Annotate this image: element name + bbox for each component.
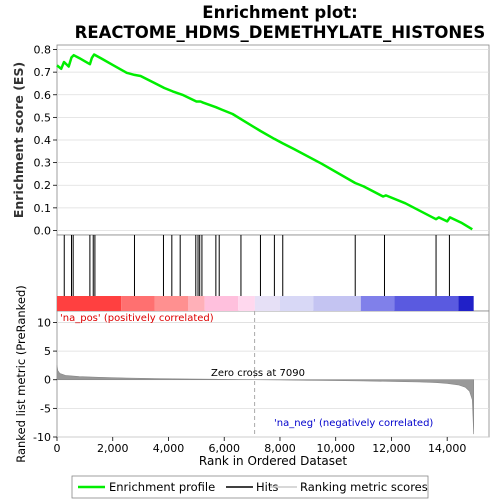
x-tick-label: 0 (54, 442, 61, 455)
es-y-tick-label: 0.0 (34, 224, 52, 237)
legend-metric-label: Ranking metric scores (300, 480, 428, 494)
x-tick-label: 6,000 (208, 442, 240, 455)
heatmap-segment (394, 296, 459, 311)
heatmap-segment (57, 296, 122, 311)
es-y-tick-label: 0.3 (34, 157, 52, 170)
metric-y-tick-label: 0 (44, 374, 51, 387)
metric-y-ticks: -10 -5 0 5 10 (33, 316, 57, 444)
heatmap-segment (204, 296, 239, 311)
x-tick-label: 8,000 (264, 442, 296, 455)
x-tick-label: 10,000 (316, 442, 355, 455)
heatmap-segment (254, 296, 280, 311)
es-y-tick-label: 0.7 (34, 66, 52, 79)
hit-marks (63, 235, 450, 296)
rank-heatmap (57, 296, 474, 311)
es-y-tick-label: 0.1 (34, 202, 52, 215)
es-y-tick-label: 0.8 (34, 44, 52, 57)
es-profile-line (56, 53, 473, 231)
heatmap-segment (121, 296, 155, 311)
es-y-tick-label: 0.2 (34, 179, 52, 192)
es-y-axis-label: Enrichment score (ES) (11, 62, 26, 218)
heatmap-segment (458, 296, 474, 311)
heatmap-segment (154, 296, 188, 311)
metric-y-tick-label: -5 (40, 402, 51, 415)
legend: Enrichment profile Hits Ranking metric s… (71, 475, 429, 499)
chart-title-line1: Enrichment plot: (202, 3, 357, 22)
heatmap-segment (238, 296, 255, 311)
metric-y-tick-label: 5 (44, 345, 51, 358)
legend-es-label: Enrichment profile (109, 480, 215, 494)
metric-area (56, 365, 474, 435)
es-y-tick-label: 0.4 (34, 134, 52, 147)
es-line-group (56, 53, 473, 231)
heatmap-segment (279, 296, 314, 311)
es-y-tick-label: 0.5 (34, 111, 52, 124)
heatmap-segment (360, 296, 395, 311)
metric-fill-group (56, 311, 474, 437)
metric-y-tick-label: 10 (37, 316, 51, 329)
x-tick-label: 14,000 (428, 442, 467, 455)
x-axis-label: Rank in Ordered Dataset (199, 454, 347, 468)
heatmap-segment (187, 296, 205, 311)
x-tick-label: 12,000 (372, 442, 411, 455)
es-y-ticks: 0.0 0.1 0.2 0.3 0.4 0.5 0.6 0.7 0.8 (34, 44, 57, 237)
pos-correlated-label: 'na_pos' (positively correlated) (60, 313, 214, 324)
neg-correlated-label: 'na_neg' (negatively correlated) (274, 418, 433, 429)
x-tick-label: 4,000 (153, 442, 185, 455)
x-ticks: 0 2,000 4,000 6,000 8,000 10,000 12,000 14,000 (54, 437, 467, 455)
zero-cross-label: Zero cross at 7090 (211, 368, 305, 379)
metric-y-tick-label: -10 (33, 431, 51, 444)
es-y-tick-label: 0.6 (34, 89, 52, 102)
heatmap-segment (313, 296, 361, 311)
chart-title-line2: REACTOME_HDMS_DEMETHYLATE_HISTONES (75, 23, 486, 42)
x-tick-label: 2,000 (97, 442, 129, 455)
metric-y-axis-label: Ranked list metric (PreRanked) (14, 285, 28, 463)
legend-hits-label: Hits (256, 480, 278, 494)
